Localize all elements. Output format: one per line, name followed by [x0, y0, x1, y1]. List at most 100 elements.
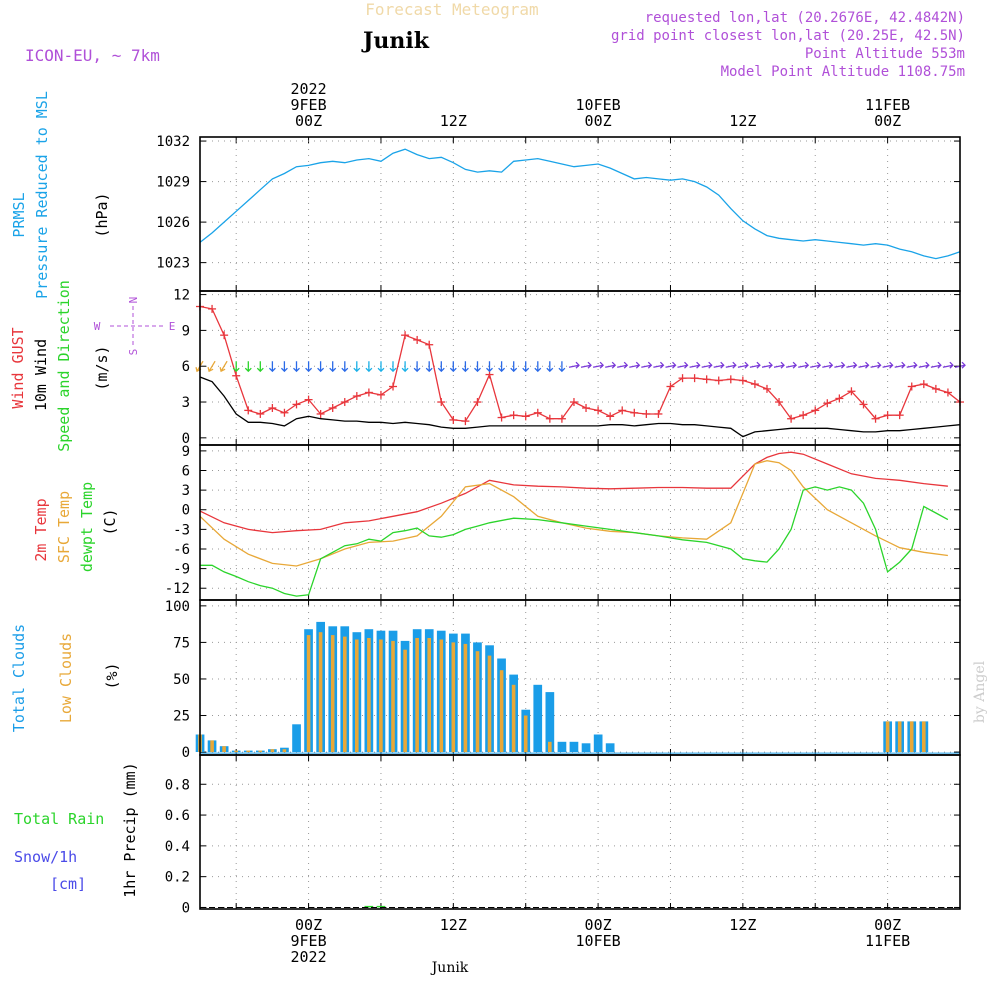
wind-direction-arrow — [617, 361, 629, 369]
clouds-bar — [533, 684, 543, 753]
clouds-frame — [199, 599, 961, 756]
wind-direction-arrow — [834, 361, 846, 369]
requested-coords: requested lon,lat (20.2676E, 42.4842N) — [645, 10, 965, 26]
pressure-panel: 1023 1026 1029 1032 — [156, 134, 961, 292]
clouds-bar — [439, 639, 444, 753]
clouds-bar — [569, 741, 579, 752]
wind-direction-arrow — [377, 361, 385, 373]
wind-direction-arrow — [219, 360, 228, 373]
wind-direction-arrow — [629, 361, 641, 369]
wind-direction-arrow — [256, 361, 264, 373]
wind-direction-arrow — [244, 361, 252, 373]
wind-direction-arrow — [207, 360, 216, 373]
clouds-ytick-label: 100 — [165, 599, 190, 615]
clouds-bar — [391, 640, 395, 752]
total-clouds-label: Total Clouds — [10, 624, 28, 732]
clouds-bar — [499, 670, 504, 753]
pressure-ytick-label: 1023 — [156, 256, 190, 272]
clouds-bar — [463, 643, 468, 753]
temperature-panel: -12 -9 -6 -3 0 3 6 9 — [165, 444, 961, 601]
clouds-bar — [270, 749, 275, 753]
wind-direction-arrow — [474, 361, 481, 373]
bottom-time-label: 2022 — [291, 948, 327, 966]
clouds-bar — [885, 721, 890, 753]
temperature-series-line — [200, 486, 949, 597]
top-time-label: 10FEB — [576, 96, 621, 114]
wind-ytick-label: 12 — [173, 288, 190, 304]
precip-unit: 1hr Precip (mm) — [121, 762, 139, 897]
wind-ytick-label: 3 — [182, 395, 190, 411]
wind-direction-arrow — [918, 361, 930, 369]
clouds-bar — [605, 743, 615, 753]
wind-direction-arrow — [749, 361, 761, 369]
wind-direction-arrow — [906, 361, 918, 369]
bottom-time-label: 9FEB — [291, 932, 327, 950]
grid-point-coords: grid point closest lon,lat (20.25E, 42.5… — [611, 28, 965, 44]
clouds-bar — [581, 743, 591, 753]
model-label: ICON-EU, ~ 7km — [25, 46, 160, 65]
wind-direction-arrow — [858, 361, 870, 369]
wind-direction-arrow — [280, 361, 288, 373]
clouds-bar — [548, 741, 552, 752]
pressure-series-line — [199, 148, 961, 260]
temp2m-label: 2m Temp — [32, 498, 50, 561]
clouds-unit: (%) — [103, 662, 121, 689]
wind-direction-arrow — [713, 361, 725, 369]
wind-direction-arrow — [293, 361, 300, 373]
bottom-time-label: 00Z — [295, 916, 322, 934]
wind-direction-arrow — [737, 361, 749, 369]
model-altitude: Model Point Altitude 1108.75m — [721, 64, 965, 80]
top-time-label: 2022 — [291, 80, 327, 98]
precip-bar — [364, 905, 374, 908]
meteogram-panels: 1023102610291032036912-12-9-6-3036902550… — [156, 134, 966, 916]
clouds-bar — [343, 636, 347, 753]
pressure-ytick-label: 1029 — [156, 175, 190, 191]
bottom-time-labels: 00Z9FEB202212Z00Z10FEB12Z00Z11FEB12Z — [291, 916, 911, 966]
bottom-time-label: 00Z — [874, 916, 901, 934]
wind-direction-arrow — [605, 361, 617, 369]
wind-direction-arrow — [486, 361, 493, 373]
sfctemp-label: SFC Temp — [55, 491, 73, 563]
temperature-ytick-label: 9 — [182, 444, 190, 460]
temperature-ytick-label: -12 — [165, 581, 190, 597]
clouds-ytick-label: 0 — [182, 745, 190, 761]
compass-n: N — [127, 297, 140, 304]
wind-direction-arrow — [365, 361, 373, 373]
wind-direction-arrow — [701, 361, 713, 369]
clouds-bar — [451, 642, 456, 753]
clouds-bar — [355, 639, 359, 753]
wind-direction-arrow — [232, 361, 240, 373]
wind-panel: 0 3 6 9 12 — [173, 288, 966, 447]
temperature-ytick-label: -6 — [173, 542, 190, 558]
wind-direction-arrow — [810, 361, 822, 369]
top-time-label: 00Z — [874, 112, 901, 130]
wind-direction-arrow — [389, 361, 397, 373]
top-time-label: 00Z — [295, 112, 322, 130]
wind-direction-arrow — [870, 361, 882, 369]
precip-bar — [376, 905, 386, 908]
footer-location: Junik — [430, 960, 469, 976]
clouds-ytick-label: 50 — [173, 672, 190, 688]
wind-direction-arrow — [401, 361, 409, 373]
wind-direction-arrow — [305, 361, 313, 373]
wind-direction-arrow — [773, 361, 785, 369]
compass-s: S — [127, 349, 140, 356]
temperature-series-line — [199, 460, 948, 567]
clouds-bar — [306, 635, 311, 753]
wind-direction-arrow — [534, 361, 542, 373]
prmsl-sublabel: Pressure Reduced to MSL — [33, 91, 51, 299]
gust-label: Wind GUST — [9, 327, 27, 408]
pressure-unit: (hPa) — [93, 192, 111, 237]
bottom-time-label: 11FEB — [865, 932, 910, 950]
wind-direction-arrow — [353, 361, 361, 373]
clouds-bar — [909, 721, 914, 753]
wind-direction-arrow — [677, 361, 689, 369]
clouds-bar — [330, 635, 335, 753]
wind-direction-arrow — [329, 361, 337, 373]
clouds-bar — [545, 692, 555, 753]
top-time-label: 11FEB — [865, 96, 910, 114]
wind-direction-arrow — [558, 361, 566, 373]
temperature-ytick-label: 0 — [182, 503, 190, 519]
clouds-bar — [246, 750, 250, 753]
